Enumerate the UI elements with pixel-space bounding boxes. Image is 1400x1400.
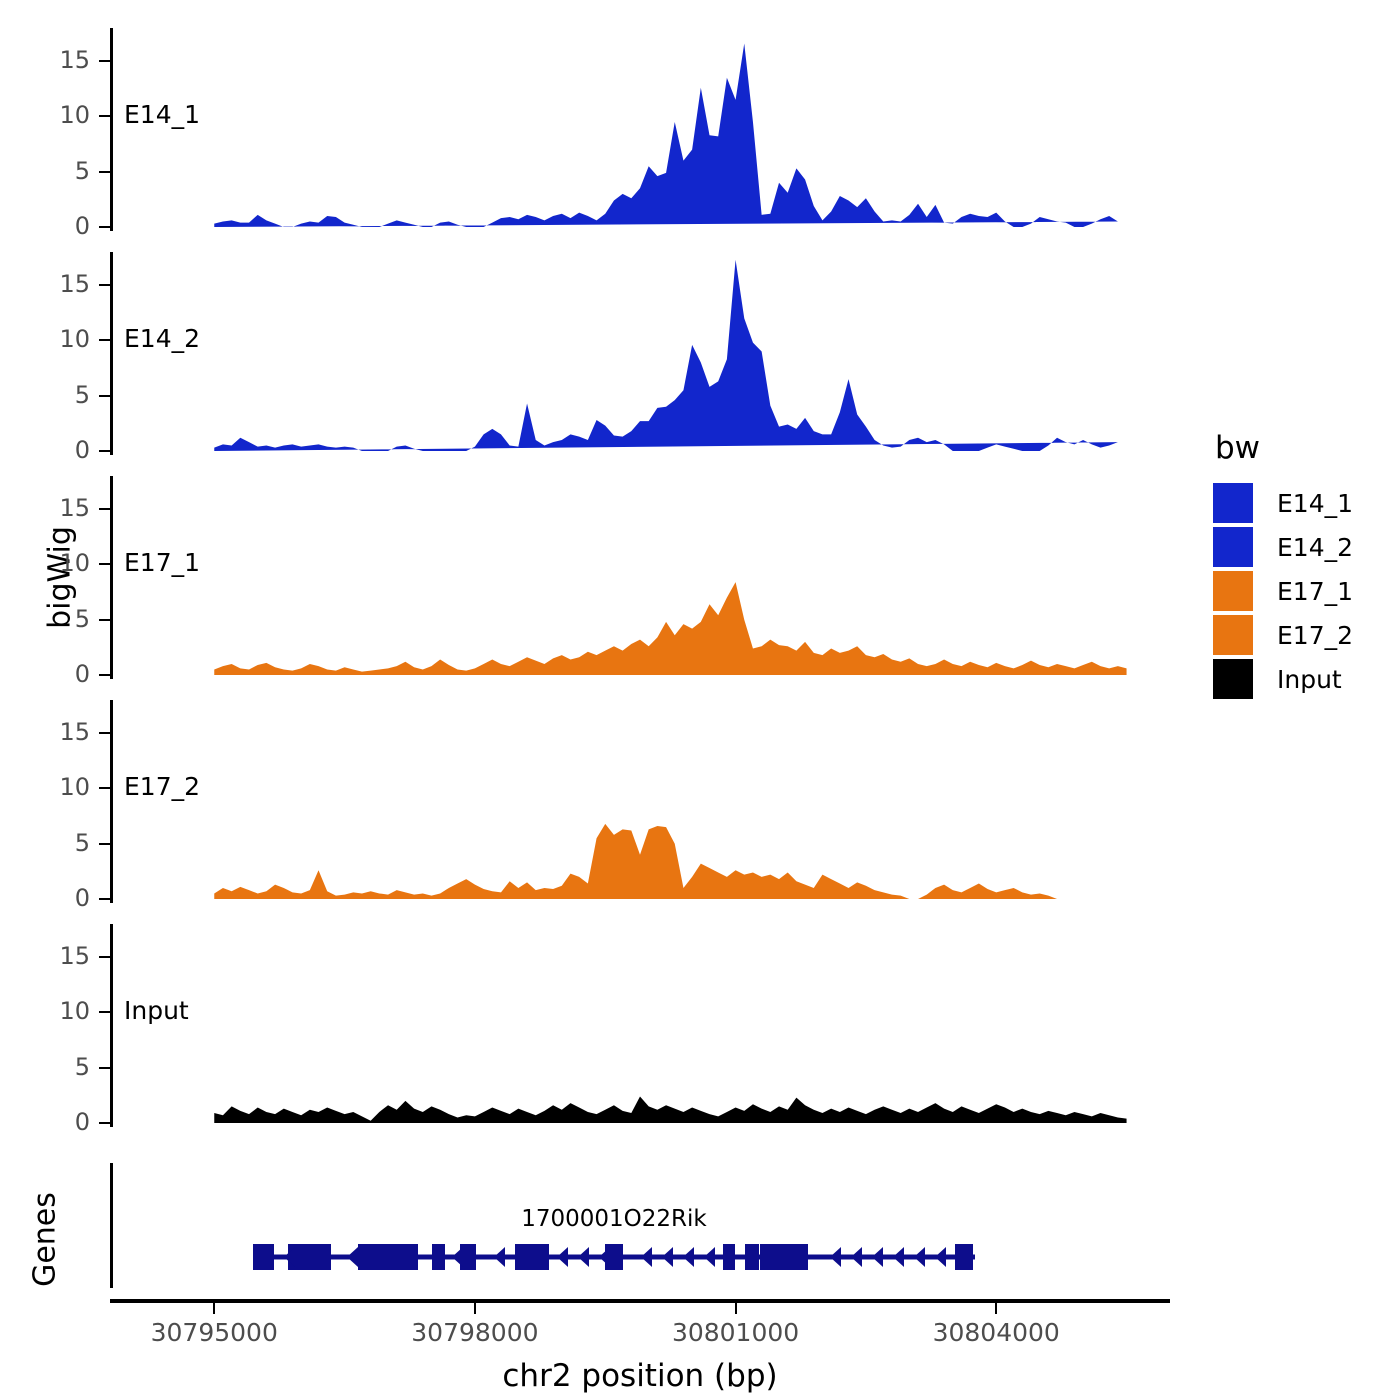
signal-track-input [110,924,1170,1125]
legend-swatch-e14_1 [1213,483,1253,523]
y-tick-e17_2-15 [99,732,110,735]
y-tick-label-input-15: 15 [59,942,90,971]
gene-model [110,1240,1170,1278]
y-tick-e17_1-5 [99,618,110,621]
y-tick-label-e14_1-15: 15 [59,46,90,75]
y-axis-line-e17_1 [110,476,113,679]
y-tick-input-10 [99,1011,110,1014]
x-tick-label-30798000: 30798000 [411,1318,539,1347]
y-tick-label-e17_2-0: 0 [74,884,90,912]
y-axis-line-input [110,924,113,1127]
strip-label-input: Input [124,996,189,1026]
x-tick-30801000 [734,1303,737,1314]
y-tick-label-e14_2-5: 5 [74,380,90,409]
y-tick-label-e17_2-15: 15 [59,718,90,747]
signal-track-e14_1 [110,28,1170,229]
y-tick-label-e17_1-0: 0 [74,660,90,688]
y-tick-input-15 [99,956,110,959]
strip-label-e14_1: E14_1 [124,100,201,130]
y-tick-label-input-0: 0 [74,1108,90,1136]
legend-item-e14_2[interactable]: E14_2 [1213,526,1353,568]
legend: bw E14_1 E14_2 E17_1 E17_2 Input [1213,430,1353,702]
y-tick-e17_1-0 [99,674,110,676]
legend-swatch-input [1213,659,1253,699]
y-axis-line-e14_2 [110,252,113,455]
x-tick-label-30795000: 30795000 [150,1318,278,1347]
y-tick-input-0 [99,1122,110,1124]
legend-swatch-e17_2 [1213,615,1253,655]
x-tick-30804000 [995,1303,998,1314]
y-tick-label-e17_1-5: 5 [74,604,90,633]
signal-track-e17_1 [110,476,1170,677]
legend-label-e14_2: E14_2 [1277,532,1354,562]
y-axis-group-label-genes: Genes [27,1192,63,1287]
strip-label-e14_2: E14_2 [124,324,201,354]
x-tick-30798000 [473,1303,476,1314]
x-axis-label: chr2 position (bp) [502,1358,778,1394]
legend-item-e17_2[interactable]: E17_2 [1213,614,1353,656]
signal-track-e14_2 [110,252,1170,453]
y-tick-e17_1-15 [99,508,110,511]
legend-title: bw [1215,430,1261,466]
gene-name-label: 1700001O22Rik [521,1206,707,1232]
signal-track-e17_2 [110,700,1170,901]
y-tick-label-e14_1-5: 5 [74,156,90,185]
strip-label-e17_1: E17_1 [124,548,201,578]
legend-item-e14_1[interactable]: E14_1 [1213,482,1353,524]
y-tick-e17_2-5 [99,842,110,845]
y-tick-e14_2-5 [99,394,110,397]
y-axis-line-e14_1 [110,28,113,231]
y-tick-label-e17_2-10: 10 [59,773,90,802]
y-tick-e14_1-15 [99,60,110,63]
y-tick-label-e14_1-0: 0 [74,212,90,240]
x-tick-label-30804000: 30804000 [932,1318,1060,1347]
x-tick-30795000 [213,1303,216,1314]
y-tick-input-5 [99,1066,110,1069]
legend-label-input: Input [1277,664,1342,694]
y-axis-line-e17_2 [110,700,113,903]
y-tick-label-e17_1-10: 10 [59,549,90,578]
y-tick-label-e17_1-15: 15 [59,494,90,523]
legend-label-e17_2: E17_2 [1277,620,1354,650]
legend-item-e17_1[interactable]: E17_1 [1213,570,1353,612]
y-tick-e14_2-10 [99,339,110,342]
y-tick-label-e14_2-10: 10 [59,325,90,354]
y-tick-label-e17_2-5: 5 [74,828,90,857]
legend-label-e14_1: E14_1 [1277,488,1354,518]
y-tick-label-e14_2-0: 0 [74,436,90,464]
y-tick-label-e14_1-10: 10 [59,101,90,130]
y-tick-label-input-5: 5 [74,1052,90,1081]
x-tick-label-30801000: 30801000 [671,1318,800,1347]
y-tick-label-e14_2-15: 15 [59,270,90,299]
y-tick-e14_1-5 [99,170,110,173]
y-tick-e17_1-10 [99,563,110,566]
y-tick-e14_1-0 [99,226,110,228]
legend-item-input[interactable]: Input [1213,658,1353,700]
legend-swatch-e14_2 [1213,527,1253,567]
strip-label-e17_2: E17_2 [124,772,201,802]
y-tick-e14_2-15 [99,284,110,287]
legend-swatch-e17_1 [1213,571,1253,611]
legend-label-e17_1: E17_1 [1277,576,1354,606]
y-tick-label-input-10: 10 [59,997,90,1026]
y-tick-e14_2-0 [99,450,110,452]
y-tick-e14_1-10 [99,115,110,118]
y-tick-e17_2-10 [99,787,110,790]
genes-axis-line [110,1163,113,1288]
x-axis-line [110,1299,1170,1303]
y-tick-e17_2-0 [99,898,110,900]
